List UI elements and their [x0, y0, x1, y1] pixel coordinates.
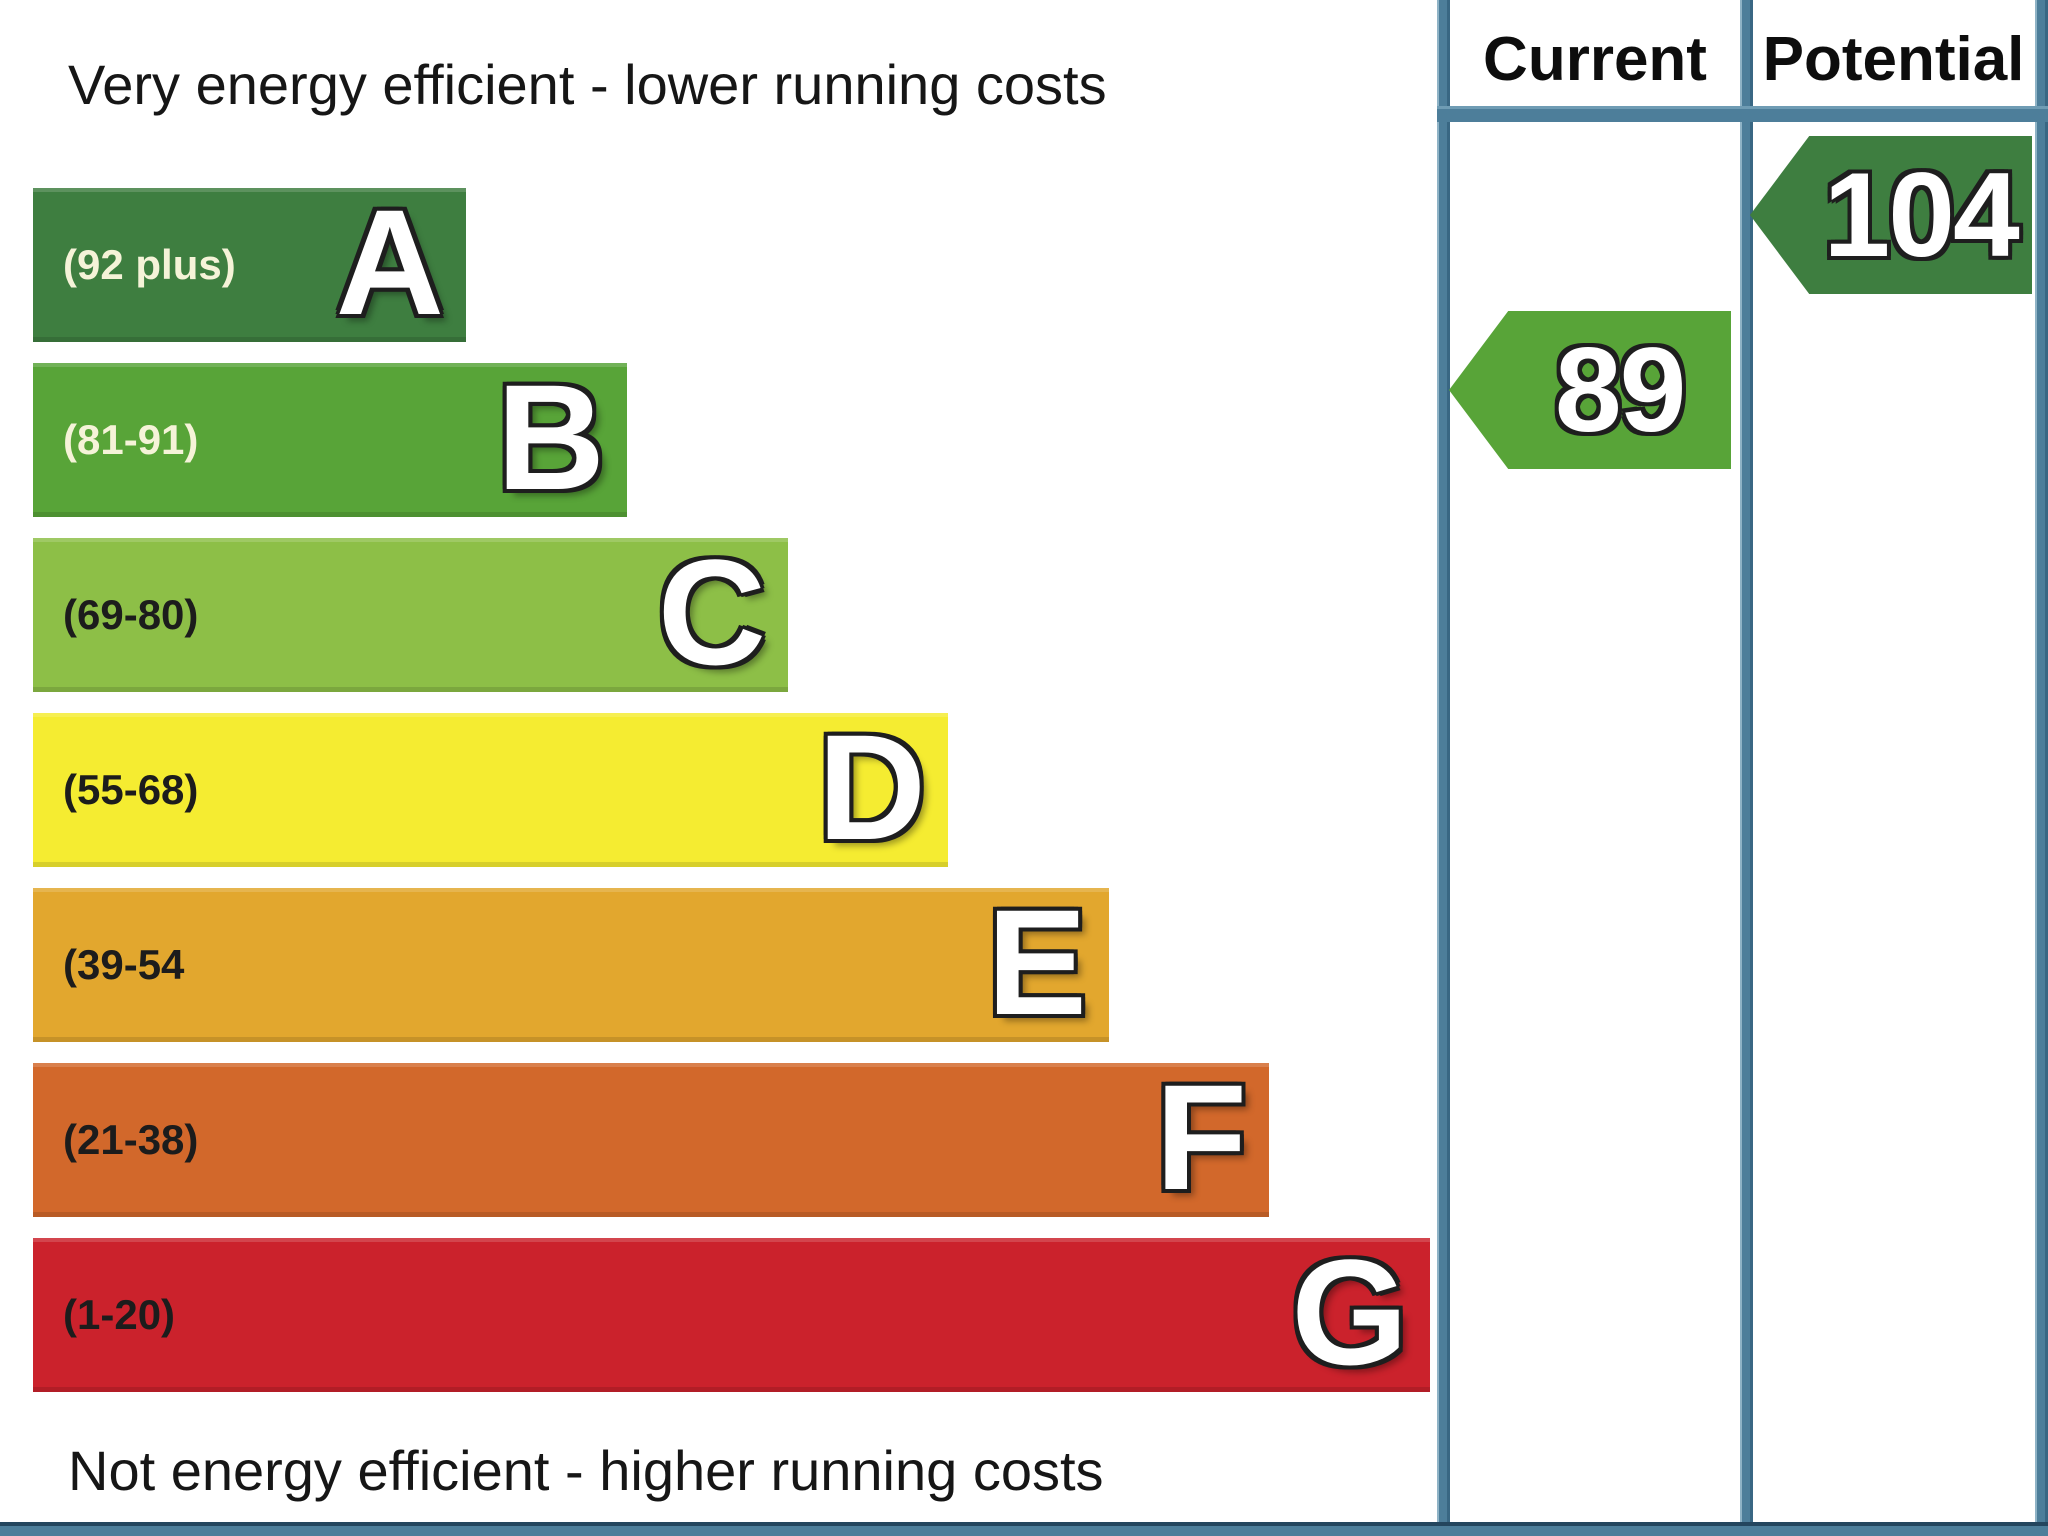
table-vertical-line-middle [1740, 0, 1753, 1522]
band-range-label-F: (21-38) [63, 1116, 199, 1163]
bottom-frame-bar [0, 1522, 2048, 1536]
current-rating-arrow: 89 [1449, 311, 1731, 469]
current-rating-value: 89 [1554, 323, 1686, 457]
band-row-A: (92 plus) A [33, 178, 466, 346]
bottom-caption: Not energy efficient - higher running co… [68, 1439, 1104, 1502]
band-range-label-E: (39-54 [63, 941, 185, 988]
band-range-label-A: (92 plus) [63, 241, 236, 288]
band-range-label-G: (1-20) [63, 1291, 176, 1338]
potential-column-header: Potential [1762, 25, 2025, 94]
potential-rating-arrow: 104 [1750, 136, 2032, 294]
band-letter-B: B [496, 353, 605, 521]
table-header-separator [1437, 106, 2048, 122]
table-vertical-line-right [2035, 0, 2048, 1522]
band-row-G: (1-20) G [33, 1228, 1430, 1396]
band-letter-D: D [817, 703, 926, 871]
band-letter-E: E [986, 878, 1087, 1046]
band-row-D: (55-68) D [33, 703, 948, 871]
potential-rating-value: 104 [1823, 148, 2020, 282]
band-range-label-D: (55-68) [63, 766, 199, 813]
band-row-C: (69-80) C [33, 528, 788, 696]
band-letter-G: G [1291, 1228, 1408, 1396]
band-row-B: (81-91) B [33, 353, 627, 521]
band-letter-F: F [1155, 1053, 1247, 1221]
top-caption: Very energy efficient - lower running co… [68, 53, 1107, 116]
band-letter-C: C [657, 528, 766, 696]
table-vertical-line-left [1437, 0, 1450, 1522]
current-column-header: Current [1483, 25, 1707, 94]
band-row-F: (21-38) F [33, 1053, 1269, 1221]
band-letter-A: A [335, 178, 444, 346]
band-range-label-C: (69-80) [63, 591, 199, 638]
band-range-label-B: (81-91) [63, 416, 199, 463]
band-row-E: (39-54 E [33, 878, 1109, 1046]
